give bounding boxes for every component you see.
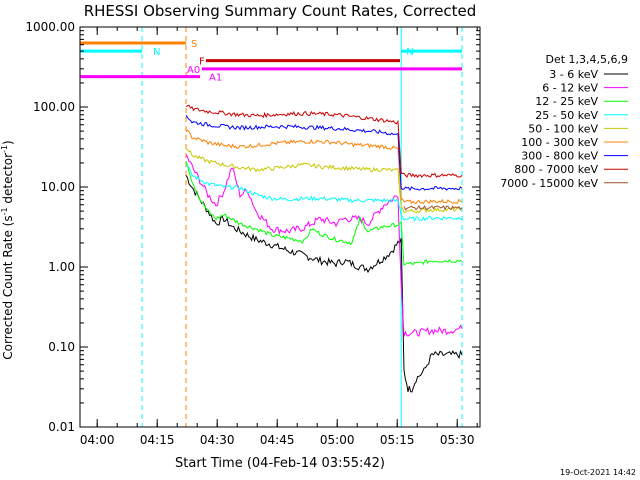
y-axis-label-sup-2: -1 xyxy=(0,145,9,153)
y-axis-label: Corrected Count Rate (s-1 detector-1) xyxy=(0,140,15,359)
series-line xyxy=(185,164,463,222)
legend-entry-label: 300 - 800 keV xyxy=(521,150,598,163)
x-tick-label: 04:15 xyxy=(140,433,175,447)
x-tick-label: 04:30 xyxy=(200,433,235,447)
footer-timestamp: 19-Oct-2021 14:42 xyxy=(560,468,636,477)
series-line xyxy=(185,115,463,192)
series-line xyxy=(403,204,463,211)
x-tick-label: 04:45 xyxy=(260,433,295,447)
y-tick-label: 1.00 xyxy=(48,260,75,274)
x-tick-label: 05:15 xyxy=(380,433,415,447)
x-tick-label: 04:00 xyxy=(80,433,115,447)
y-axis-label-main: Corrected Count Rate (s xyxy=(1,215,15,359)
x-tick-label: 05:00 xyxy=(320,433,355,447)
y-tick-label: 1000.00 xyxy=(25,20,75,34)
y-tick-label: 100.00 xyxy=(33,100,75,114)
x-tick-label: 05:30 xyxy=(440,433,475,447)
x-axis-label: Start Time (04-Feb-14 03:55:42) xyxy=(175,456,385,471)
state-bar-label: N xyxy=(406,47,413,58)
y-tick-label: 10.00 xyxy=(41,180,75,194)
state-bar-label: A1 xyxy=(209,73,222,84)
state-bar-label: A0 xyxy=(187,65,200,76)
state-bars: S N N FA0 A1 xyxy=(80,39,462,84)
legend-entry-label: 50 - 100 keV xyxy=(528,122,598,135)
series-lines xyxy=(185,104,463,393)
series-line xyxy=(185,104,463,179)
series-line xyxy=(185,148,463,214)
x-axis: 04:00 04:15 04:30 04:45 05:00 05:15 05:30 xyxy=(80,27,478,447)
state-bar-label: F xyxy=(199,57,205,68)
y-axis: 0.01 0.10 1.00 10.00 100.00 1000.00 xyxy=(25,20,480,434)
y-axis-label-sup-1: -1 xyxy=(0,207,9,215)
series-line xyxy=(185,129,462,205)
legend-entry-label: 12 - 25 keV xyxy=(535,95,598,108)
series-line xyxy=(185,154,463,337)
y-axis-label-tail: detector xyxy=(1,153,15,208)
chart-title: RHESSI Observing Summary Count Rates, Co… xyxy=(84,2,477,20)
state-bar-label: S xyxy=(191,39,197,50)
legend-entry-label: 6 - 12 keV xyxy=(542,82,598,95)
legend-entry-label: 800 - 7000 keV xyxy=(514,163,598,176)
series-line xyxy=(185,161,463,266)
y-tick-label: 0.10 xyxy=(48,340,75,354)
plot-frame xyxy=(79,26,481,428)
state-bar-label: N xyxy=(153,47,160,58)
legend-entry-label: 3 - 6 keV xyxy=(549,68,598,81)
y-tick-label: 0.01 xyxy=(48,420,75,434)
legend-entry-label: 7000 - 15000 keV xyxy=(500,177,598,190)
legend-title: Det 1,3,4,5,6,9 xyxy=(545,53,628,66)
y-axis-label-end: ) xyxy=(1,140,15,145)
legend-entry-label: 100 - 300 keV xyxy=(521,136,598,149)
series-line xyxy=(185,175,463,393)
legend-entry-label: 25 - 50 keV xyxy=(535,109,598,122)
